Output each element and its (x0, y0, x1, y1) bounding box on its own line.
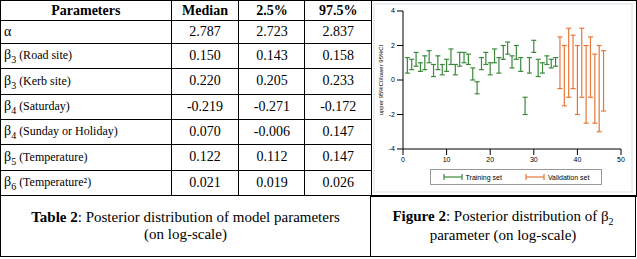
html-text:β3 (Kerb site): β3 (Kerb site) (4, 72, 71, 91)
html-text:β4 (Sunday or Holiday): β4 (Sunday or Holiday) (4, 123, 118, 141)
html-text:0.205: 0.205 (256, 73, 288, 89)
html-text:0.021: 0.021 (189, 174, 221, 190)
html-text:β3 (Road site): β3 (Road site) (4, 47, 73, 65)
svg-text:10: 10 (443, 156, 451, 163)
html-text:97.5%: 97.5% (319, 2, 358, 18)
html-text:0.122: 0.122 (189, 149, 221, 165)
html-text:parameter (on log-scale): parameter (on log-scale) (429, 227, 577, 243)
html-text:0.112: 0.112 (256, 149, 288, 165)
html-text:α: α (4, 24, 12, 39)
svg-text:30: 30 (530, 156, 538, 163)
svg-text:20: 20 (486, 156, 494, 163)
html-text:-0.271: -0.271 (253, 98, 290, 114)
html-text:β4 (Saturday): β4 (Saturday) (4, 97, 70, 116)
html-text:β5 (Temperature): β5 (Temperature) (4, 148, 88, 167)
svg-text:0: 0 (391, 76, 395, 83)
html-text:0.220: 0.220 (189, 73, 221, 89)
svg-text:40: 40 (574, 156, 582, 163)
html-text:-0.219: -0.219 (186, 98, 224, 114)
svg-text:-4: -4 (389, 145, 395, 152)
svg-text:4: 4 (391, 7, 395, 14)
html-text:0.143: 0.143 (256, 48, 288, 64)
html-text:-0.006: -0.006 (253, 124, 290, 140)
html-text:0.070: 0.070 (189, 124, 221, 140)
html-text:Table 2: Posterior distributio: Table 2: Posterior distribution of model… (31, 209, 340, 242)
html-text:2.5%: 2.5% (256, 2, 288, 18)
html-text:0.019: 0.019 (256, 174, 288, 190)
svg-text:50: 50 (617, 156, 625, 163)
html-text:2.723: 2.723 (256, 24, 288, 39)
svg-text:upper 95%CI/lower 95%CI: upper 95%CI/lower 95%CI (378, 44, 384, 115)
html-text:Median: Median (182, 2, 228, 18)
html-text:Training set: Training set (465, 173, 502, 181)
svg-text:-2: -2 (389, 111, 395, 118)
html-text:-0.172: -0.172 (320, 98, 357, 114)
svg-text:0: 0 (401, 156, 405, 163)
html-text:0.158: 0.158 (322, 48, 354, 64)
html-text:0.147: 0.147 (322, 149, 354, 165)
html-text:Figure 2: Posterior distributi: Figure 2: Posterior distribution of β2 (392, 208, 614, 227)
html-text:0.233: 0.233 (322, 73, 354, 89)
html-text:2.837: 2.837 (322, 24, 354, 39)
html-text:0.026: 0.026 (322, 174, 354, 190)
html-text:2.787: 2.787 (189, 24, 221, 39)
html-text:0.147: 0.147 (322, 124, 354, 140)
html-text:β6 (Temperature²): β6 (Temperature²) (4, 173, 92, 192)
html-text:0.150: 0.150 (189, 48, 221, 64)
html-text:Validation set: Validation set (547, 173, 590, 181)
html-text:Parameters: Parameters (51, 2, 121, 18)
svg-text:2: 2 (391, 42, 395, 49)
